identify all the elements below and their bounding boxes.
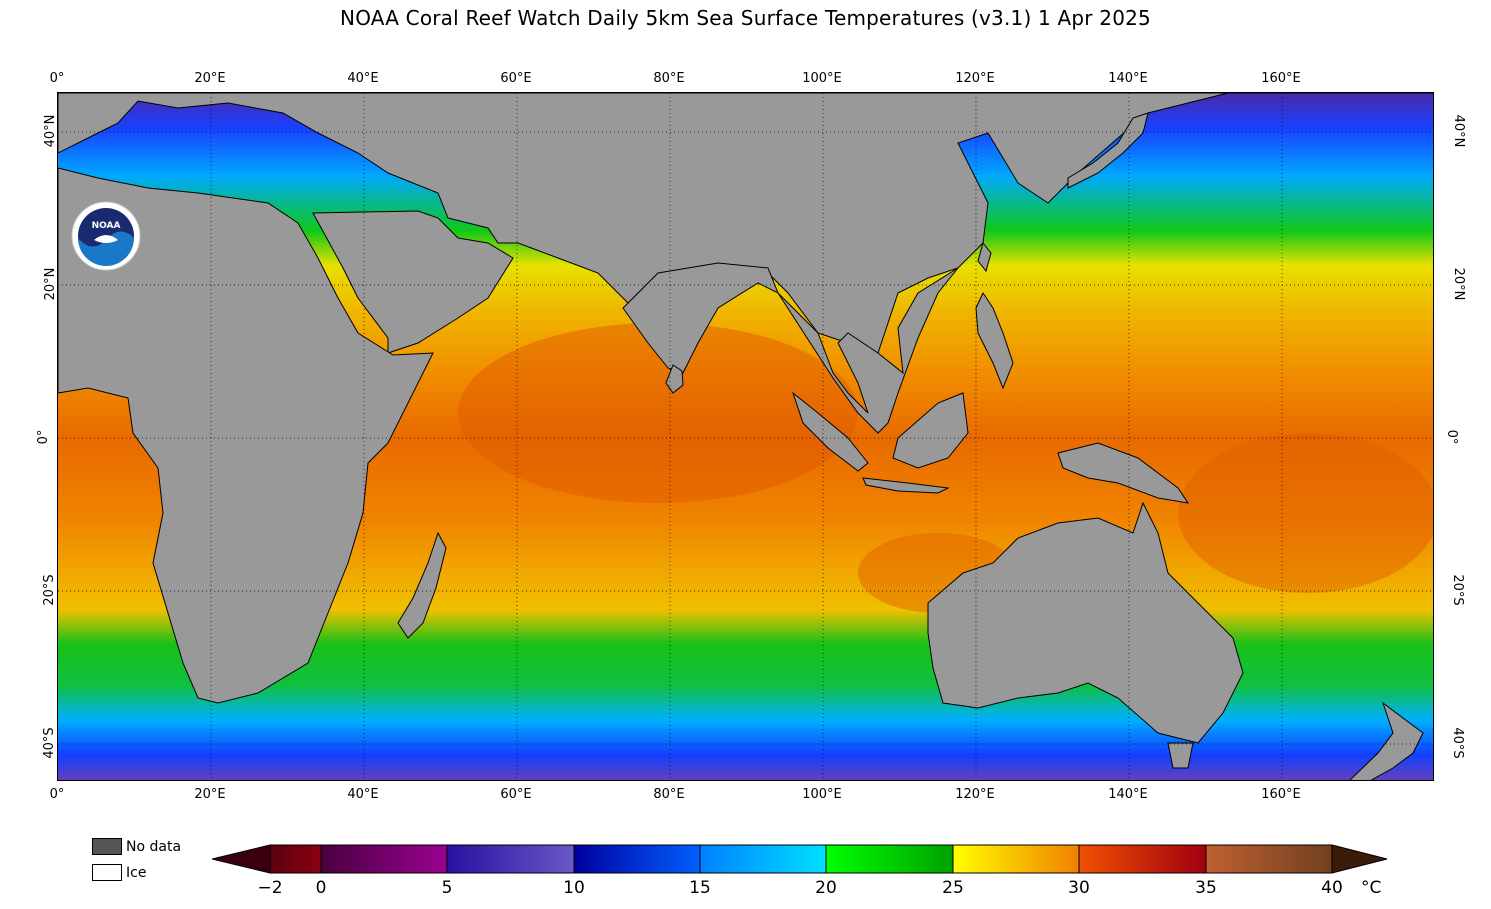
lat-tick-left: 20°N (42, 267, 58, 301)
lat-tick-right: 0° (1443, 429, 1459, 445)
colorbar-label: 15 (689, 878, 711, 898)
colorbar-label: 35 (1195, 878, 1217, 898)
new-guinea-landmass (1057, 442, 1190, 504)
lon-tick-bottom: 140°E (1108, 787, 1148, 802)
borneo-landmass (892, 392, 969, 469)
colorbar-label: 10 (563, 878, 585, 898)
nodata-label: No data (126, 839, 182, 855)
map-title: NOAA Coral Reef Watch Daily 5km Sea Surf… (340, 6, 1151, 30)
sst-map[interactable]: NOAA (57, 92, 1434, 781)
lon-tick-bottom: 60°E (500, 787, 532, 802)
lon-tick-top: 20°E (194, 71, 226, 86)
lon-tick-top: 80°E (653, 71, 685, 86)
lat-tick-left: 0° (35, 429, 51, 445)
colorbar-unit: °C (1361, 878, 1382, 898)
madagascar-landmass (397, 531, 447, 639)
lat-tick-left: 40°S (42, 727, 58, 759)
lon-tick-top: 120°E (955, 71, 995, 86)
sst-map-canvas: NOAA (58, 93, 1433, 780)
lon-tick-bottom: 40°E (347, 787, 379, 802)
lon-tick-top: 0° (49, 71, 65, 86)
colorbar-label: 30 (1068, 878, 1090, 898)
lon-tick-bottom: 160°E (1261, 787, 1301, 802)
tasmania-landmass (1167, 742, 1194, 769)
colorbar-label: 0 (315, 878, 327, 898)
svg-text:NOAA: NOAA (92, 221, 121, 231)
lon-tick-top: 40°E (347, 71, 379, 86)
taiwan-landmass (977, 241, 992, 273)
colorbar-label: 20 (815, 878, 837, 898)
australia-landmass (927, 501, 1244, 744)
lon-tick-top: 60°E (500, 71, 532, 86)
africa-landmass (58, 167, 434, 704)
lon-tick-bottom: 120°E (955, 787, 995, 802)
lon-tick-bottom: 80°E (653, 787, 685, 802)
indian-ocean-warm-pool (458, 323, 858, 503)
japan-landmass (1067, 112, 1149, 189)
lon-tick-bottom: 100°E (802, 787, 842, 802)
lat-tick-right: 40°N (1450, 114, 1466, 148)
java-landmass (862, 477, 950, 494)
lon-tick-bottom: 0° (49, 787, 65, 802)
colorbar (212, 844, 1388, 874)
lon-tick-top: 140°E (1108, 71, 1148, 86)
colorbar-label: −2 (257, 878, 283, 898)
lon-tick-top: 100°E (802, 71, 842, 86)
nodata-swatch (92, 838, 122, 855)
colorbar-label: 40 (1321, 878, 1343, 898)
pacific-warm-pool (1178, 433, 1433, 593)
new-zealand-landmass (1349, 701, 1424, 780)
indochina-landmass (777, 267, 959, 434)
lat-tick-left: 20°S (42, 574, 58, 606)
graticule (58, 93, 1433, 780)
lon-tick-top: 160°E (1261, 71, 1301, 86)
lat-tick-left: 40°N (42, 114, 58, 148)
lat-tick-right: 20°S (1450, 574, 1466, 606)
philippines-landmass (975, 291, 1014, 390)
noaa-logo-icon: NOAA (71, 201, 141, 271)
india-landmass (622, 262, 779, 374)
lat-tick-right: 20°N (1450, 267, 1466, 301)
lat-tick-right: 40°S (1450, 727, 1466, 759)
ice-swatch (92, 864, 122, 881)
lon-tick-bottom: 20°E (194, 787, 226, 802)
colorbar-label: 25 (942, 878, 964, 898)
colorbar-label: 5 (441, 878, 453, 898)
ice-label: Ice (126, 865, 147, 881)
arabia-landmass (312, 210, 514, 354)
